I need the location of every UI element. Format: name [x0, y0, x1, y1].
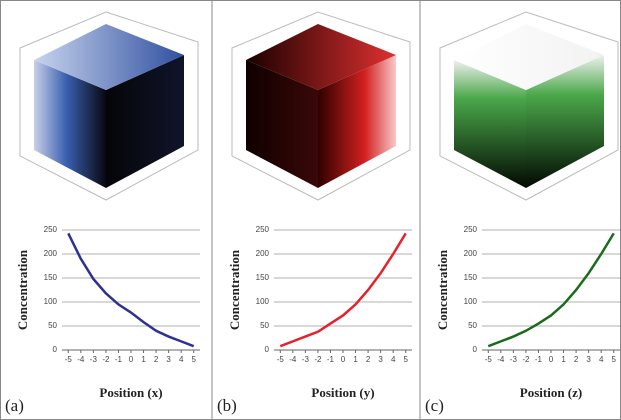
x-tick-label: 1 [353, 355, 358, 364]
y-axis-label: Concentration [15, 249, 30, 330]
y-tick-label: 0 [473, 345, 478, 354]
x-tick-label: -2 [102, 355, 110, 364]
cube-top [34, 24, 184, 90]
y-tick-label: 200 [256, 249, 270, 258]
x-tick-label: 0 [549, 355, 554, 364]
x-tick-label: -1 [535, 355, 543, 364]
y-tick-label: 250 [464, 225, 478, 234]
x-tick-label: -2 [522, 355, 530, 364]
x-tick-label: -4 [77, 355, 85, 364]
cube-top [454, 24, 604, 90]
x-tick-label: 3 [166, 355, 171, 364]
x-tick-label: 5 [404, 355, 409, 364]
x-tick-label: -3 [90, 355, 98, 364]
y-tick-label: 0 [265, 345, 270, 354]
x-tick-label: 3 [378, 355, 383, 364]
y-tick-label: 150 [44, 273, 58, 282]
y-tick-label: 50 [48, 321, 57, 330]
y-tick-label: 50 [260, 321, 269, 330]
x-axis-label: Position (z) [520, 385, 582, 400]
y-tick-label: 200 [44, 249, 58, 258]
y-tick-label: 50 [468, 321, 477, 330]
cube-top [246, 24, 396, 90]
x-tick-label: -4 [289, 355, 297, 364]
x-tick-label: -4 [497, 355, 505, 364]
x-tick-label: 0 [129, 355, 134, 364]
cube-right [526, 55, 604, 188]
y-tick-label: 0 [53, 345, 58, 354]
panel-label: (c) [425, 396, 444, 415]
y-tick-label: 250 [256, 225, 270, 234]
x-tick-label: -5 [277, 355, 285, 364]
x-tick-label: -3 [510, 355, 518, 364]
y-tick-label: 250 [44, 225, 58, 234]
x-tick-label: 5 [612, 355, 617, 364]
x-tick-label: 1 [141, 355, 146, 364]
x-tick-label: -5 [485, 355, 493, 364]
cube-left [454, 60, 526, 188]
cube-right [106, 55, 184, 188]
cube-left [34, 60, 106, 188]
y-tick-label: 100 [256, 297, 270, 306]
x-tick-label: 3 [586, 355, 591, 364]
x-tick-label: 0 [341, 355, 346, 364]
panel-label: (a) [5, 396, 24, 415]
cube-right [318, 55, 396, 188]
x-tick-label: 5 [192, 355, 197, 364]
x-tick-label: -1 [327, 355, 335, 364]
y-tick-label: 200 [464, 249, 478, 258]
x-tick-label: 4 [391, 355, 396, 364]
line [279, 232, 407, 348]
y-tick-label: 100 [464, 297, 478, 306]
x-tick-label: -1 [115, 355, 123, 364]
line [487, 232, 615, 348]
x-tick-label: 2 [154, 355, 159, 364]
x-tick-label: 4 [599, 355, 604, 364]
x-tick-label: -5 [65, 355, 73, 364]
x-axis-label: Position (x) [99, 385, 162, 400]
x-tick-label: 2 [574, 355, 579, 364]
y-tick-label: 150 [464, 273, 478, 282]
x-tick-label: 2 [366, 355, 371, 364]
line [67, 232, 195, 348]
y-axis-label: Concentration [435, 249, 450, 330]
panel-label: (b) [217, 396, 237, 415]
x-tick-label: 1 [561, 355, 566, 364]
y-tick-label: 100 [44, 297, 58, 306]
x-axis-label: Position (y) [311, 385, 374, 400]
cube-left [246, 60, 318, 188]
y-tick-label: 150 [256, 273, 270, 282]
x-tick-label: 4 [179, 355, 184, 364]
x-tick-label: -2 [314, 355, 322, 364]
y-axis-label: Concentration [227, 249, 242, 330]
x-tick-label: -3 [302, 355, 310, 364]
